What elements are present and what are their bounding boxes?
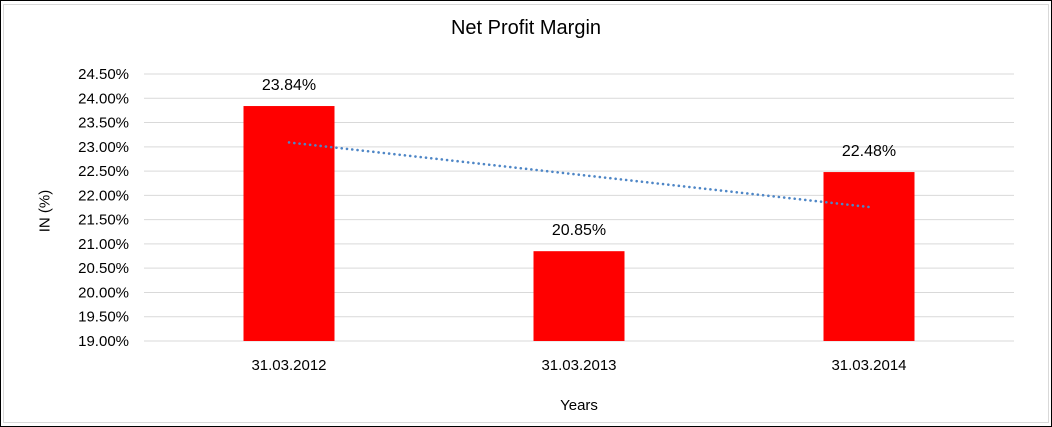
y-tick-label: 24.00% (78, 90, 129, 107)
x-tick-label: 31.03.2013 (541, 357, 616, 374)
y-tick-label: 21.50% (78, 212, 129, 229)
bar-31.03.2014 (823, 172, 915, 341)
y-tick-label: 20.50% (78, 260, 129, 277)
y-axis-title: IN (%) (36, 189, 54, 233)
bar-31.03.2012 (243, 106, 335, 341)
bar-value-label: 20.85% (552, 222, 606, 239)
bar-value-label: 22.48% (842, 143, 896, 160)
chart-title: Net Profit Margin (450, 17, 602, 39)
x-tick-label: 31.03.2014 (831, 357, 906, 374)
x-axis-title: Years (560, 397, 598, 414)
y-tick-label: 19.00% (78, 333, 129, 350)
bar-value-label: 23.84% (262, 77, 316, 94)
bar-31.03.2013 (533, 251, 625, 341)
y-tick-label: 19.50% (78, 309, 129, 326)
y-tick-label: 22.50% (78, 163, 129, 180)
y-tick-label: 23.50% (78, 115, 129, 132)
y-tick-label: 20.00% (78, 284, 129, 301)
trendline (287, 141, 871, 209)
y-tick-label: 24.50% (78, 66, 129, 83)
y-tick-label: 22.00% (78, 187, 129, 204)
y-tick-label: 23.00% (78, 139, 129, 156)
y-tick-label: 21.00% (78, 236, 129, 253)
x-tick-label: 31.03.2012 (251, 357, 326, 374)
